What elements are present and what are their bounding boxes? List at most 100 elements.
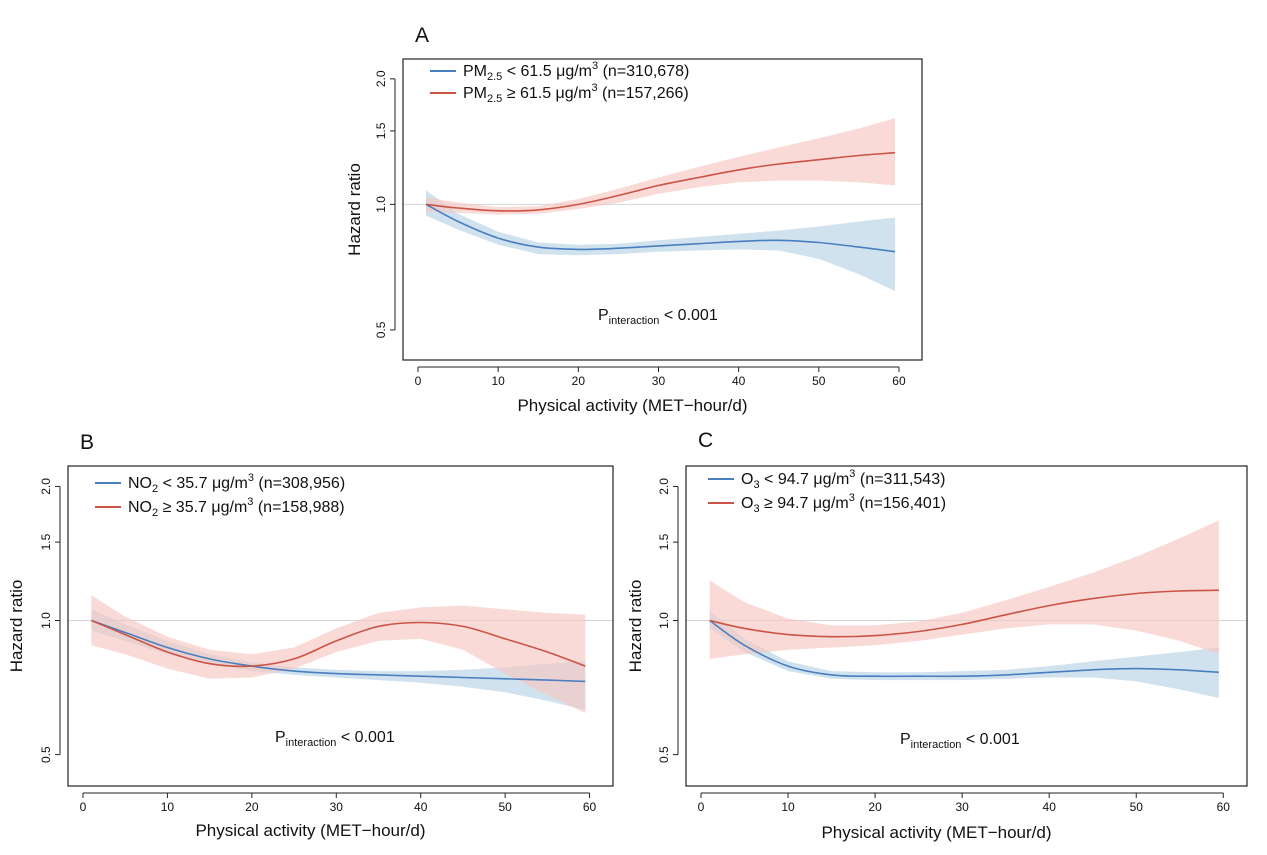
y-tick-label: 1.5 (39, 533, 53, 550)
x-tick-label: 60 (892, 374, 906, 388)
x-tick-label: 60 (1217, 800, 1231, 814)
legend-base-text: PM (463, 63, 487, 80)
legend-mid-text: < 61.5 μg/m (502, 63, 592, 80)
legend-entry: PM2.5 ≥ 61.5 μg/m3 (n=157,266) (463, 82, 689, 105)
y-tick-label: 2.0 (374, 70, 388, 87)
legend-mid-text: ≥ 61.5 μg/m (502, 85, 591, 102)
x-tick-label: 30 (955, 800, 969, 814)
high-exposure-line (425, 151, 896, 212)
legend-sup-text: 3 (849, 468, 855, 480)
x-tick-label: 50 (498, 800, 512, 814)
p-interaction-annotation: Pinteraction < 0.001 (275, 729, 395, 749)
legend-entry: O3 < 94.7 μg/m3 (n=311,543) (741, 468, 945, 491)
y-tick-label: 1.5 (657, 533, 671, 550)
x-tick-label: 0 (415, 374, 422, 388)
legend-tail-text: (n=308,956) (254, 475, 345, 492)
y-tick-label: 1.5 (374, 122, 388, 139)
panel-c: C 0 10 20 30 40 50 60 0.5 1.0 1.5 2.0 Physical activ… (626, 429, 1248, 842)
legend-entry: NO2 ≥ 35.7 μg/m3 (n=158,988) (128, 496, 345, 519)
panel-letter: B (80, 431, 94, 454)
y-axis-title: Hazard ratio (345, 163, 364, 256)
legend-sup-text: 3 (247, 496, 253, 508)
y-tick-label: 1.0 (374, 196, 388, 213)
low-exposure-ci-band (91, 609, 586, 710)
x-axis-title: Physical activity (MET−hour/d) (517, 396, 747, 415)
y-tick-label: 1.0 (657, 612, 671, 629)
y-tick-label: 0.5 (39, 746, 53, 763)
panel-letter: A (415, 24, 429, 47)
legend-sup-text: 3 (248, 472, 254, 484)
low-exposure-line (91, 619, 586, 683)
y-axis-title: Hazard ratio (7, 580, 26, 673)
legend-tail-text: (n=310,678) (598, 63, 689, 80)
y-tick-label: 1.0 (39, 612, 53, 629)
y-tick-label: 2.0 (39, 478, 53, 495)
low-exposure-ci-band (709, 611, 1219, 698)
legend-sup-text: 3 (592, 60, 598, 72)
x-tick-label: 60 (583, 800, 597, 814)
high-exposure-ci-band (426, 118, 895, 215)
x-tick-label: 40 (414, 800, 428, 814)
legend-entry: NO2 < 35.7 μg/m3 (n=308,956) (128, 472, 345, 495)
p-sub-text: interaction (911, 739, 962, 751)
panel-a: A 0 10 20 30 40 50 60 0.5 1.0 1.5 2.0 Physical activ… (345, 24, 923, 415)
x-tick-label: 10 (491, 374, 505, 388)
legend-mid-text: < 35.7 μg/m (158, 475, 248, 492)
x-axis-title: Physical activity (MET−hour/d) (195, 821, 425, 840)
x-tick-label: 30 (330, 800, 344, 814)
legend-sub-text: 2 (152, 507, 158, 519)
legend-base-text: NO (128, 475, 152, 492)
legend-mid-text: < 94.7 μg/m (760, 471, 850, 488)
plot-frame (685, 465, 1248, 787)
legend-base-text: O (741, 495, 753, 512)
p-rest-text: < 0.001 (961, 731, 1019, 748)
plot-frame (402, 58, 923, 361)
x-tick-label: 40 (1043, 800, 1057, 814)
x-tick-label: 50 (1130, 800, 1144, 814)
x-tick-label: 20 (245, 800, 259, 814)
p-interaction-annotation: Pinteraction < 0.001 (598, 307, 718, 327)
x-tick-label: 0 (80, 800, 87, 814)
low-exposure-line (709, 619, 1219, 678)
p-sub-text: interaction (286, 737, 337, 749)
plot-frame (67, 465, 614, 787)
p-rest-text: < 0.001 (659, 307, 717, 324)
x-tick-label: 20 (868, 800, 882, 814)
legend-sup-text: 3 (591, 82, 597, 94)
x-tick-label: 20 (572, 374, 586, 388)
high-exposure-ci-band (91, 595, 586, 713)
legend-tail-text: (n=158,988) (253, 499, 344, 516)
legend-sub-text: 2 (152, 483, 158, 495)
legend-base-text: O (741, 471, 753, 488)
legend-sub-text: 2.5 (487, 71, 502, 83)
legend-mid-text: ≥ 94.7 μg/m (760, 495, 849, 512)
panel-b: B 0 10 20 30 40 50 60 0.5 1.0 1.5 2.0 Physical activ… (7, 431, 614, 840)
legend-mid-text: ≥ 35.7 μg/m (158, 499, 247, 516)
legend-tail-text: (n=157,266) (598, 85, 689, 102)
p-sub-text: interaction (609, 315, 660, 327)
low-exposure-ci-band (426, 190, 895, 291)
x-tick-label: 40 (732, 374, 746, 388)
p-main-text: P (900, 731, 911, 748)
x-axis-title: Physical activity (MET−hour/d) (821, 823, 1051, 842)
legend-sub-text: 2.5 (487, 93, 502, 105)
p-interaction-annotation: Pinteraction < 0.001 (900, 731, 1020, 751)
y-axis-title: Hazard ratio (626, 580, 645, 673)
legend-sub-text: 3 (753, 503, 759, 515)
high-exposure-line (91, 619, 586, 668)
x-tick-label: 50 (812, 374, 826, 388)
x-tick-label: 10 (161, 800, 175, 814)
panel-letter: C (698, 429, 713, 452)
legend-entry: O3 ≥ 94.7 μg/m3 (n=156,401) (741, 492, 946, 515)
legend-base-text: PM (463, 85, 487, 102)
high-exposure-line (709, 589, 1219, 638)
high-exposure-ci-band (709, 520, 1219, 659)
y-tick-label: 0.5 (374, 321, 388, 338)
y-tick-label: 2.0 (657, 478, 671, 495)
legend-sup-text: 3 (849, 492, 855, 504)
legend-tail-text: (n=156,401) (855, 495, 946, 512)
p-main-text: P (598, 307, 609, 324)
x-tick-label: 30 (652, 374, 666, 388)
legend-sub-text: 3 (753, 479, 759, 491)
